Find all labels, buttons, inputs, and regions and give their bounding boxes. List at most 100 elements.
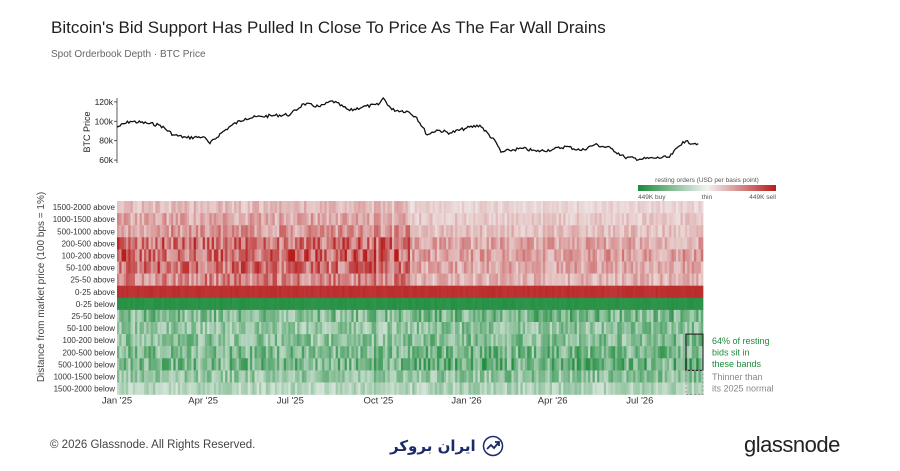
heatmap-cell bbox=[506, 213, 510, 226]
heatmap-cell bbox=[432, 273, 436, 286]
heatmap-cell bbox=[570, 261, 573, 274]
heatmap-cell bbox=[479, 297, 483, 311]
heatmap-cell bbox=[570, 237, 573, 250]
heatmap-cell bbox=[367, 249, 370, 262]
heatmap-cell bbox=[515, 261, 519, 274]
heatmap-cell bbox=[425, 346, 429, 359]
heatmap-cell bbox=[281, 322, 285, 335]
heatmap-cell bbox=[482, 237, 485, 250]
heatmap-cell bbox=[258, 370, 262, 383]
heatmap-cell bbox=[608, 334, 611, 347]
heatmap-cell bbox=[362, 334, 366, 347]
heatmap-cell bbox=[603, 225, 607, 238]
heatmap-cell bbox=[380, 358, 384, 371]
heatmap-row-label: 25-50 below bbox=[71, 312, 115, 321]
heatmap-cell bbox=[398, 346, 402, 359]
heatmap-cell bbox=[380, 261, 384, 274]
heatmap-cell bbox=[137, 309, 140, 323]
heatmap-cell bbox=[209, 346, 213, 359]
heatmap-cell bbox=[346, 297, 350, 311]
heatmap-cell bbox=[495, 309, 499, 323]
heatmap-cell bbox=[236, 334, 240, 347]
heatmap-cell bbox=[328, 261, 332, 274]
heatmap-cell bbox=[177, 273, 181, 286]
heatmap-cell bbox=[279, 346, 282, 359]
heatmap-cell bbox=[590, 225, 593, 238]
heatmap-cell bbox=[529, 334, 533, 347]
heatmap-cell bbox=[513, 334, 517, 347]
heatmap-cell bbox=[288, 273, 291, 286]
heatmap-cell bbox=[646, 297, 650, 311]
heatmap-cell bbox=[513, 309, 517, 323]
heatmap-x-ticks: Jan '25 Apr '25 Jul '25 Oct '25 Jan '26 Apr '… bbox=[102, 396, 654, 407]
heatmap-cell bbox=[482, 358, 485, 371]
heatmap-cell bbox=[333, 261, 336, 274]
heatmap-cell bbox=[455, 213, 458, 226]
heatmap-cell bbox=[655, 213, 659, 226]
heatmap-cell bbox=[565, 249, 569, 262]
heatmap-cell bbox=[599, 370, 602, 383]
heatmap-cell bbox=[416, 237, 420, 250]
heatmap-cell bbox=[468, 273, 472, 286]
heatmap-cell bbox=[684, 261, 688, 274]
heatmap-cell bbox=[493, 201, 496, 214]
heatmap-cell bbox=[678, 237, 681, 250]
heatmap-cell bbox=[378, 213, 382, 226]
heatmap-cell bbox=[660, 225, 663, 238]
heatmap-cell bbox=[549, 261, 553, 274]
heatmap-row-label: 500-1000 below bbox=[58, 360, 115, 369]
heatmap-cell bbox=[675, 261, 679, 274]
heatmap-cell bbox=[387, 322, 391, 335]
heatmap-cell bbox=[583, 225, 587, 238]
heatmap-cell bbox=[162, 322, 165, 335]
heatmap-cell bbox=[166, 297, 170, 311]
heatmap-cell bbox=[326, 273, 330, 286]
heatmap-cell bbox=[364, 273, 368, 286]
heatmap-cell bbox=[450, 370, 454, 383]
heatmap-cell bbox=[225, 261, 228, 274]
heatmap-cell bbox=[655, 285, 659, 298]
heatmap-cell bbox=[675, 225, 679, 238]
heatmap-cell bbox=[301, 382, 305, 395]
heatmap-cell bbox=[470, 237, 474, 250]
heatmap-cell bbox=[477, 309, 481, 323]
heatmap-cell bbox=[369, 358, 373, 371]
heatmap-cell bbox=[412, 273, 415, 286]
heatmap-cell bbox=[270, 213, 273, 226]
heatmap-cell bbox=[304, 322, 307, 335]
heatmap-cell bbox=[155, 285, 158, 298]
heatmap-cell bbox=[117, 309, 120, 323]
heatmap-cell bbox=[277, 225, 280, 238]
heatmap-cell bbox=[164, 261, 167, 274]
heatmap-cell bbox=[405, 297, 409, 311]
heatmap-cell bbox=[195, 225, 199, 238]
heatmap-cell bbox=[588, 273, 591, 286]
heatmap-cell bbox=[531, 370, 535, 383]
heatmap-cell bbox=[452, 261, 456, 274]
heatmap-cell bbox=[466, 358, 469, 371]
heatmap-cell bbox=[198, 334, 201, 347]
heatmap-cell bbox=[164, 346, 167, 359]
heatmap-cell bbox=[119, 249, 122, 262]
heatmap-cell bbox=[286, 261, 289, 274]
heatmap-cell bbox=[378, 285, 382, 298]
heatmap-cell bbox=[204, 285, 208, 298]
heatmap-cell bbox=[500, 249, 503, 262]
heatmap-cell bbox=[441, 297, 445, 311]
heatmap-cell bbox=[437, 261, 440, 274]
heatmap-cell bbox=[141, 370, 145, 383]
heatmap-cell bbox=[493, 382, 496, 395]
heatmap-cell bbox=[335, 213, 339, 226]
heatmap-cell bbox=[306, 261, 309, 274]
heatmap-cell bbox=[691, 370, 695, 383]
heatmap-cell bbox=[243, 358, 246, 371]
heatmap-cell bbox=[225, 382, 228, 395]
heatmap-cell bbox=[592, 334, 596, 347]
heatmap-cell bbox=[626, 370, 629, 383]
heatmap-cell bbox=[222, 309, 226, 323]
heatmap-cell bbox=[236, 261, 240, 274]
heatmap-cell bbox=[218, 334, 222, 347]
heatmap-cell bbox=[371, 358, 375, 371]
heatmap-cell bbox=[159, 237, 163, 250]
heatmap-cell bbox=[331, 297, 334, 311]
